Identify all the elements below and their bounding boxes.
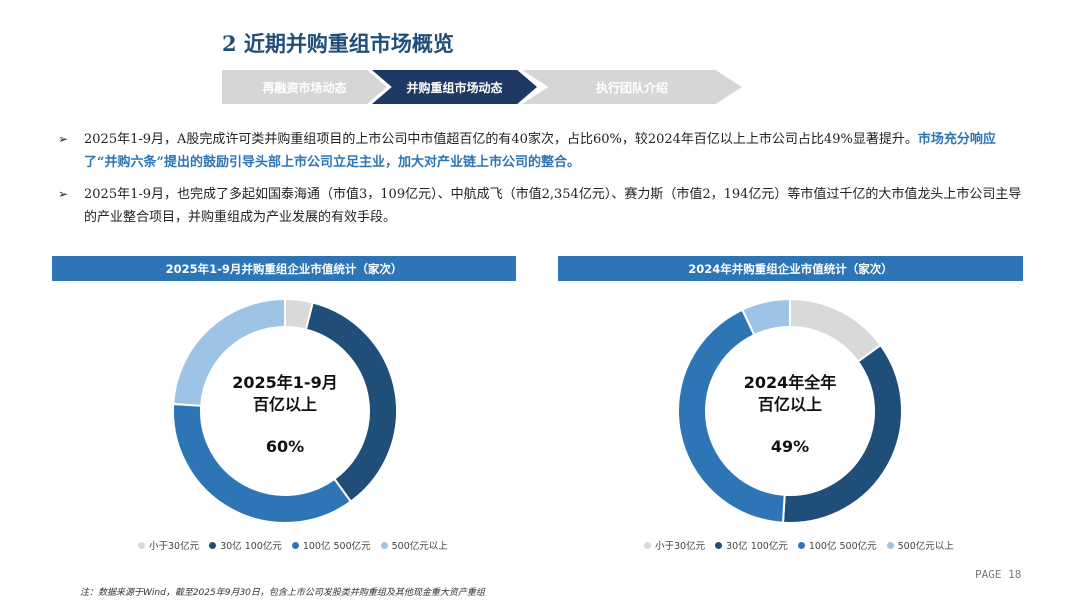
- chart-header-2024: 2024年并购重组企业市值统计（家次）: [558, 256, 1023, 281]
- legend-dot-icon: [886, 541, 894, 549]
- bullet-text: 2025年1-9月，A股完成许可类并购重组项目的上市公司中市值超百亿的有40家次…: [84, 132, 918, 147]
- bullet-item: ➢ 2025年1-9月，A股完成许可类并购重组项目的上市公司中市值超百亿的有40…: [58, 128, 1028, 174]
- nav-step-mna[interactable]: 并购重组市场动态: [372, 70, 537, 104]
- arrow-bullet-icon: ➢: [58, 187, 69, 201]
- nav-step-team[interactable]: 执行团队介绍: [522, 70, 742, 104]
- center-category: 百亿以上: [757, 395, 822, 414]
- page-title: 2 近期并购重组市场概览: [222, 31, 454, 56]
- donut-slice-4: [172, 297, 286, 407]
- page-number: PAGE 18: [975, 568, 1022, 581]
- donut-slice-4: [740, 297, 791, 337]
- legend-item: 30亿 100亿元: [209, 538, 282, 552]
- section-nav: 再融资市场动态 并购重组市场动态 执行团队介绍: [222, 70, 742, 104]
- chart-header-2025: 2025年1-9月并购重组企业市值统计（家次）: [52, 256, 516, 281]
- donut-center-2025: 2025年1-9月 百亿以上 60%: [205, 372, 365, 458]
- legend-item: 小于30亿元: [644, 538, 705, 552]
- legend-dot-icon: [797, 541, 805, 549]
- center-percent: 49%: [770, 437, 810, 456]
- donut-slice-1: [789, 297, 883, 364]
- legend-dot-icon: [380, 541, 388, 549]
- legend-dot-icon: [715, 541, 723, 549]
- legend-item: 30亿 100亿元: [715, 538, 788, 552]
- legend-item: 100亿 500亿元: [291, 538, 371, 552]
- legend-item: 100亿 500亿元: [797, 538, 877, 552]
- bullet-item: ➢ 2025年1-9月，也完成了多起如国泰海通（市值3，109亿元）、中航成飞（…: [58, 183, 1028, 229]
- donut-chart-2025: [170, 296, 400, 526]
- bullet-highlight: 市场充分响应了“并购六条”提出的鼓励引导头部上市公司立足主业，加大对产业链上市公…: [84, 132, 996, 170]
- nav-step-refinancing[interactable]: 再融资市场动态: [222, 70, 387, 104]
- legend-item: 500亿元以上: [380, 538, 448, 552]
- footnote: 注：数据来源于Wind，截至2025年9月30日，包含上市公司发股类并购重组及其…: [80, 588, 485, 598]
- legend-dot-icon: [138, 541, 145, 549]
- center-percent: 60%: [265, 437, 305, 456]
- center-period: 2025年1-9月: [232, 373, 338, 392]
- legend-dot-icon: [644, 541, 651, 549]
- donut-chart-2024: [675, 296, 905, 526]
- legend-item: 小于30亿元: [138, 538, 199, 552]
- center-category: 百亿以上: [252, 395, 317, 414]
- bullet-list: ➢ 2025年1-9月，A股完成许可类并购重组项目的上市公司中市值超百亿的有40…: [58, 128, 1028, 238]
- legend-dot-icon: [291, 541, 299, 549]
- bullet-text: 2025年1-9月，也完成了多起如国泰海通（市值3，109亿元）、中航成飞（市值…: [84, 187, 1022, 225]
- legend-dot-icon: [209, 541, 217, 549]
- arrow-bullet-icon: ➢: [58, 132, 69, 146]
- center-period: 2024年全年: [743, 373, 837, 392]
- legend-2024: 小于30亿元 30亿 100亿元 100亿 500亿元 500亿元以上: [644, 538, 954, 552]
- legend-2025: 小于30亿元 30亿 100亿元 100亿 500亿元 500亿元以上: [138, 538, 448, 552]
- legend-item: 500亿元以上: [886, 538, 954, 552]
- donut-center-2024: 2024年全年 百亿以上 49%: [710, 372, 870, 458]
